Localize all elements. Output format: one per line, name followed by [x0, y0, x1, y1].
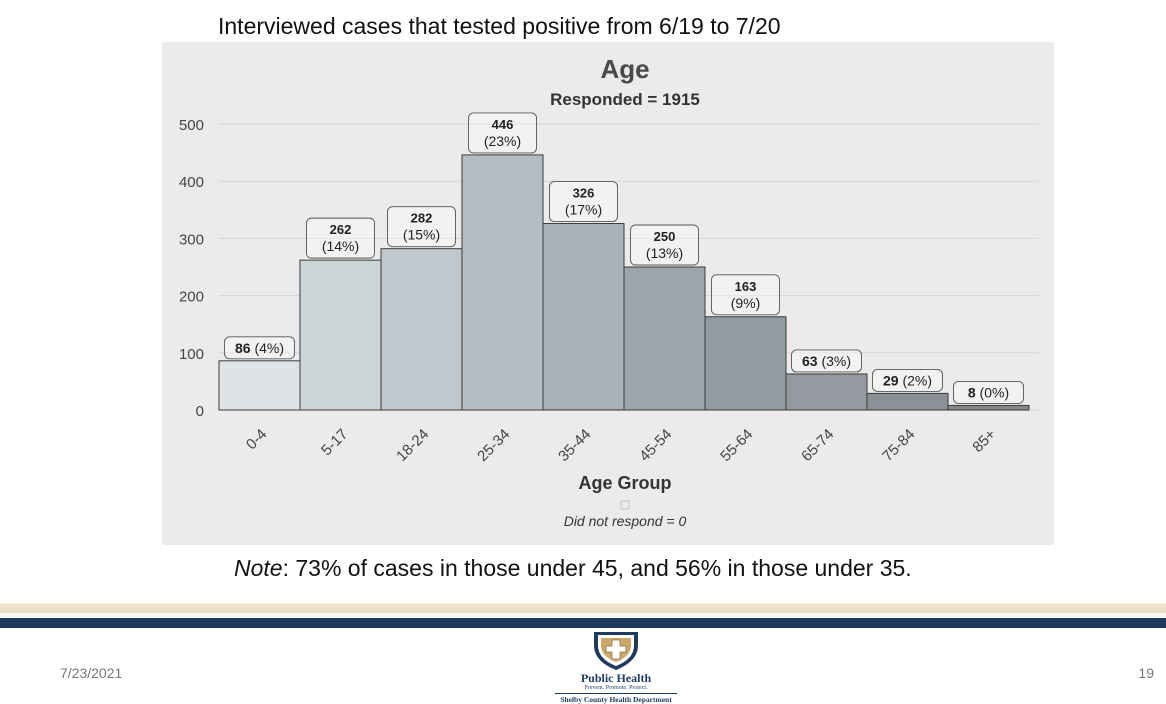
data-label-value: 262: [330, 222, 352, 237]
data-label-text: 8 (0%): [968, 384, 1009, 400]
data-label-text: 29 (2%): [883, 372, 932, 388]
data-label-85+: 8 (0%): [953, 380, 1024, 404]
data-label-value: 29: [883, 372, 899, 388]
data-label-percent: (13%): [646, 245, 683, 261]
public-health-logo: Public Health Prevent. Promote. Protect.…: [548, 629, 684, 704]
data-label-percent: (2%): [899, 372, 932, 388]
x-tick-label: 55-64: [717, 426, 756, 465]
data-label-value: 63: [802, 353, 818, 369]
bar-85+: [947, 404, 1030, 411]
data-label-65-74: 63 (3%): [791, 349, 862, 373]
data-label-percent: (4%): [251, 340, 284, 356]
data-label-0-4: 86 (4%): [224, 336, 295, 360]
data-label-value: 326: [573, 186, 595, 201]
data-label-box: [711, 274, 780, 316]
x-tick-label: 0-4: [243, 426, 270, 453]
bar-0-4: [218, 360, 301, 411]
data-label-box: [224, 336, 295, 360]
bars: [218, 154, 1030, 411]
x-tick-label: 25-34: [474, 426, 513, 465]
data-label-value: 250: [654, 229, 676, 244]
data-label-45-54: 250(13%): [630, 224, 699, 266]
x-tick-label: 85+: [969, 426, 999, 456]
data-label-18-24: 282(15%): [387, 206, 456, 248]
data-label-55-64: 163(9%): [711, 274, 780, 316]
footer-band-navy: [0, 618, 1166, 628]
y-tick-label: 100: [179, 346, 204, 363]
data-label-percent: (14%): [322, 238, 359, 254]
bar-35-44: [542, 223, 625, 411]
note-text: : 73% of cases in those under 45, and 56…: [282, 555, 912, 581]
bar-25-34: [461, 154, 544, 411]
logo-department: Shelby County Health Department: [560, 695, 672, 704]
y-tick-label: 0: [196, 403, 204, 420]
chart-footnote: Did not respond = 0: [564, 513, 687, 529]
data-label-box: [872, 368, 943, 392]
y-tick-label: 200: [179, 289, 204, 306]
data-label-box: [630, 224, 699, 266]
y-tick-label: 300: [179, 231, 204, 248]
data-label-percent: (23%): [484, 133, 521, 149]
x-tick-label: 18-24: [393, 426, 432, 465]
logo-divider: [555, 693, 677, 694]
x-tick-label: 35-44: [555, 426, 594, 465]
data-label-percent: (0%): [976, 384, 1009, 400]
data-label-box: [953, 380, 1024, 404]
note-label: Note: [234, 555, 283, 581]
data-label-box: [468, 112, 537, 154]
x-tick-label: 5-17: [318, 426, 351, 459]
data-label-percent: (17%): [565, 202, 602, 218]
logo-tagline: Prevent. Promote. Protect.: [584, 685, 648, 691]
data-label-text: 86 (4%): [235, 340, 284, 356]
x-tick-label: 65-74: [798, 426, 837, 465]
x-tick-label: 75-84: [879, 426, 918, 465]
footer-date: 7/23/2021: [60, 665, 123, 681]
chart-title: Age: [600, 54, 649, 84]
y-tick-label: 500: [179, 117, 204, 134]
data-label-value: 86: [235, 340, 251, 356]
data-labels: 86 (4%) 262(14%) 282(15%) 446(23%) 326(17%) 2…: [224, 112, 1024, 404]
shield-cross-icon: [594, 632, 638, 670]
slide-heading: Interviewed cases that tested positive f…: [218, 13, 781, 39]
bar-55-64: [704, 316, 787, 411]
bar-5-17: [299, 259, 382, 411]
chart-subtitle: Responded = 1915: [550, 90, 700, 109]
data-label-box: [387, 206, 456, 248]
data-label-value: 446: [492, 117, 514, 132]
data-label-box: [549, 181, 618, 222]
logo-title: Public Health: [580, 671, 652, 685]
x-axis-ticks: 0-4 5-17 18-24 25-34 35-44 45-54 55-64 65-74 75-…: [243, 426, 1000, 465]
data-label-75-84: 29 (2%): [872, 368, 943, 392]
placeholder-box-icon: [620, 500, 630, 510]
data-label-value: 282: [411, 211, 433, 226]
x-tick-label: 45-54: [636, 426, 675, 465]
data-label-box: [306, 217, 375, 259]
bar-65-74: [785, 373, 868, 411]
bar-18-24: [380, 248, 463, 411]
data-label-35-44: 326(17%): [549, 181, 618, 222]
footer-band-cream: [0, 603, 1166, 613]
data-label-percent: (9%): [731, 295, 761, 311]
bar-75-84: [866, 392, 949, 411]
data-label-box: [791, 349, 862, 373]
data-label-text: 63 (3%): [802, 353, 851, 369]
y-tick-label: 400: [179, 174, 204, 191]
bar-45-54: [623, 266, 706, 411]
data-label-value: 8: [968, 384, 976, 400]
data-label-value: 163: [735, 279, 757, 294]
data-label-percent: (15%): [403, 227, 440, 243]
data-label-percent: (3%): [818, 353, 851, 369]
x-axis-label: Age Group: [579, 473, 672, 493]
data-label-5-17: 262(14%): [306, 217, 375, 259]
note-line: Note: 73% of cases in those under 45, an…: [234, 555, 912, 582]
page-number: 19: [1138, 665, 1154, 681]
data-label-25-34: 446(23%): [468, 112, 537, 154]
chart-panel: Age Responded = 1915 0 100 200 300 400 500 86…: [162, 42, 1054, 545]
y-axis-ticks: 0 100 200 300 400 500: [179, 117, 204, 420]
footer-band-gap: [0, 613, 1166, 618]
